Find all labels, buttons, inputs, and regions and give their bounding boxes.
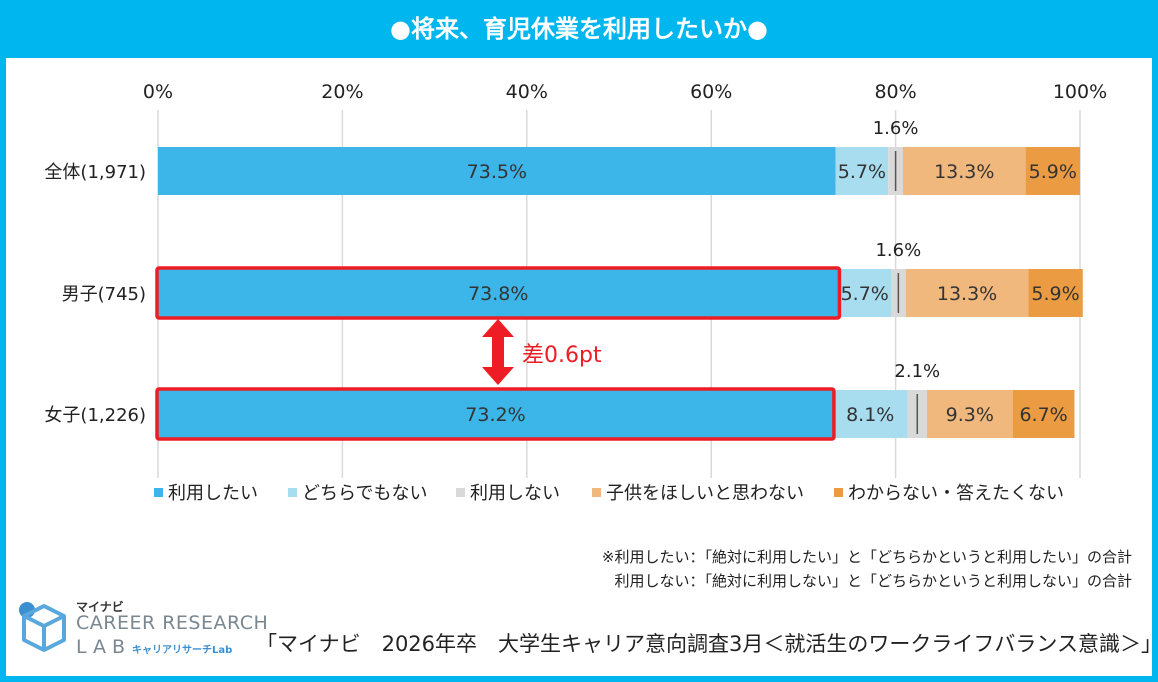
category-label: 女子(1,226) [44, 405, 146, 426]
legend-swatch [456, 488, 465, 497]
legend-label: 利用したい [168, 483, 258, 504]
legend-label: わからない・答えたくない [848, 483, 1064, 504]
category-label: 男子(745) [62, 284, 146, 305]
bar-segment [838, 269, 891, 317]
source-caption: 「マイナビ 2026年卒 大学生キャリア意向調査3月＜就活生のワークライフバラン… [256, 632, 1158, 656]
logo-subtitle: キャリアリサーチLab [132, 645, 233, 656]
x-tick-label: 40% [506, 81, 548, 103]
bar-segment [158, 390, 833, 438]
data-label: 1.6% [873, 118, 919, 139]
data-label: 13.3% [937, 283, 997, 305]
data-label: 73.8% [468, 283, 528, 305]
legend-label: 子供をほしいと思わない [606, 483, 804, 504]
bar-segment [835, 147, 889, 195]
x-tick-label: 60% [690, 81, 732, 103]
cube-logo-icon [19, 602, 66, 652]
bar-segment [1025, 147, 1080, 195]
data-label: 5.7% [838, 161, 886, 183]
highlight-box [155, 266, 842, 320]
logo-line-2: LAB [76, 636, 132, 658]
bar-segment [1028, 269, 1083, 317]
data-label: 73.2% [465, 404, 525, 426]
chart-title: ●将来、育児休業を利用したいか● [0, 0, 1158, 58]
legend-swatch [592, 488, 601, 497]
data-label: 8.1% [846, 404, 894, 426]
bar-segment [158, 269, 839, 317]
x-tick-label: 0% [143, 81, 173, 103]
career-research-lab-logo: マイナビ CAREER RESEARCH LAB キャリアリサーチLab [14, 598, 268, 662]
data-label: 2.1% [894, 361, 940, 382]
bar-segment [905, 269, 1029, 317]
x-tick-label: 20% [321, 81, 363, 103]
legend-swatch [834, 488, 843, 497]
data-label: 73.5% [467, 161, 527, 183]
data-label: 5.9% [1029, 161, 1077, 183]
data-label: 13.3% [934, 161, 994, 183]
bar-segment [902, 147, 1026, 195]
legend-swatch [154, 488, 163, 497]
bar-segment [926, 390, 1013, 438]
legend-label: どちらでもない [302, 483, 427, 504]
data-label: 9.3% [946, 404, 994, 426]
x-tick-label: 100% [1053, 81, 1107, 103]
legend-swatch [288, 488, 297, 497]
bar-segment [158, 147, 836, 195]
data-label: 6.7% [1019, 404, 1067, 426]
logo-line-1: CAREER RESEARCH [76, 612, 269, 634]
logo-brand: マイナビ [76, 600, 124, 614]
data-label: 5.9% [1031, 283, 1079, 305]
data-label: 5.7% [841, 283, 889, 305]
difference-arrow [482, 319, 514, 385]
legend-label: 利用しない [470, 483, 560, 504]
bar-segment [832, 390, 908, 438]
data-label: 1.6% [875, 240, 921, 261]
x-tick-label: 80% [874, 81, 916, 103]
difference-annotation: 差0.6pt [522, 343, 602, 368]
bar-segment [1012, 390, 1075, 438]
highlight-box [155, 387, 836, 441]
note-line-2: 利用しない：「絶対に利用しない」と「どちらかというと利用しない」の合計 [614, 572, 1132, 590]
note-line-1: ※利用したい：「絶対に利用したい」と「どちらかというと利用したい」の合計 [601, 548, 1132, 566]
category-label: 全体(1,971) [44, 162, 146, 183]
